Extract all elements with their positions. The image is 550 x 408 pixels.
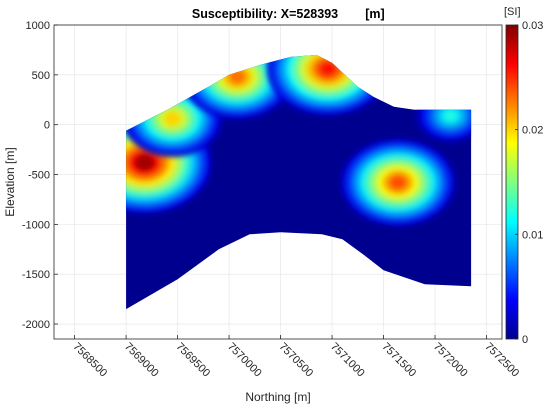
- chart-title-unit: [m]: [365, 7, 384, 21]
- plot-frame: [53, 24, 503, 340]
- y-tick-label: -500: [28, 170, 50, 182]
- colorbar-label: [SI]: [504, 6, 521, 18]
- x-tick-label: 7571000: [328, 341, 367, 380]
- colorbar-tick-label: 0.02: [522, 125, 543, 137]
- x-axis-label: Northing [m]: [245, 390, 310, 404]
- colorbar-tick-label: 0.03: [522, 20, 543, 32]
- colorbar: [505, 24, 519, 340]
- x-tick-label: 7568500: [70, 341, 109, 380]
- x-tick-label: 7569500: [173, 341, 212, 380]
- y-tick-label: 1000: [26, 20, 50, 32]
- x-axis: 7568500 7569000 7569500 7570000 7570500 75710…: [70, 335, 521, 379]
- y-axis-label: Elevation [m]: [3, 147, 17, 216]
- x-tick-label: 7570000: [225, 341, 264, 380]
- y-tick-label: 0: [44, 120, 50, 132]
- anomaly: [340, 138, 456, 227]
- colorbar-tick-label: 0: [522, 334, 528, 346]
- y-tick-label: -2000: [22, 319, 50, 331]
- chart-title: Susceptibility: X=528393: [192, 7, 338, 21]
- y-tick-label: -1500: [22, 269, 50, 281]
- x-tick-label: 7569000: [122, 341, 161, 380]
- x-tick-label: 7572000: [431, 341, 470, 380]
- y-tick-label: -1000: [22, 219, 50, 231]
- colorbar-axis: 0 0.01 0.02 0.03: [515, 20, 543, 346]
- colorbar-tick-label: 0.01: [522, 229, 543, 241]
- x-tick-label: 7570500: [276, 341, 315, 380]
- x-tick-label: 7572500: [482, 341, 521, 380]
- y-tick-label: 500: [32, 70, 50, 82]
- y-axis: 1000 500 0 -500 -1000 -1500 -2000: [22, 20, 58, 331]
- x-tick-label: 7571500: [379, 341, 418, 380]
